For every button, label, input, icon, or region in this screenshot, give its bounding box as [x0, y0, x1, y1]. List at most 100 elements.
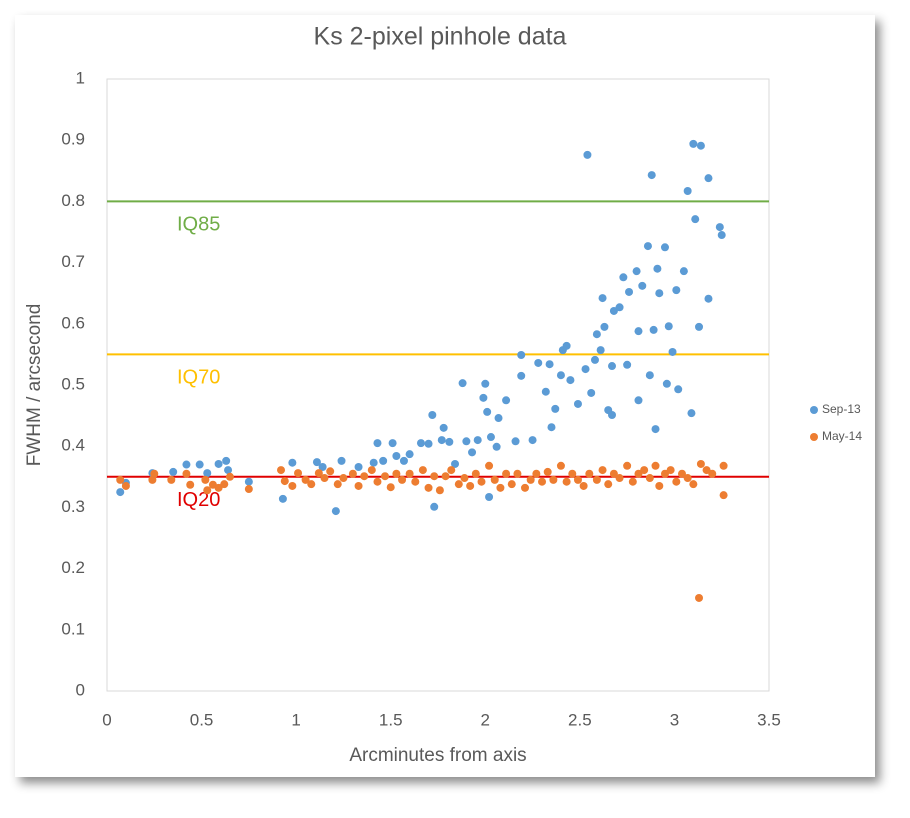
data-point — [719, 491, 728, 500]
data-point — [169, 467, 178, 476]
data-point — [454, 480, 463, 489]
data-point — [549, 475, 558, 484]
y-tick-label: 0.6 — [61, 313, 85, 332]
data-point — [587, 388, 596, 397]
data-point — [615, 474, 624, 483]
data-point — [562, 341, 571, 350]
data-point — [473, 436, 482, 445]
data-point — [664, 322, 673, 331]
data-point — [513, 469, 522, 478]
data-point — [314, 469, 323, 478]
y-tick-label: 1 — [76, 68, 85, 87]
data-point — [619, 273, 628, 282]
data-point — [683, 474, 692, 483]
y-tick-label: 0.1 — [61, 619, 85, 638]
data-point — [632, 267, 641, 276]
data-point — [307, 480, 316, 489]
data-point — [485, 461, 494, 470]
data-point — [623, 461, 632, 470]
data-point — [662, 379, 671, 388]
data-point — [186, 480, 195, 489]
data-point — [116, 488, 125, 497]
data-point — [679, 267, 688, 276]
data-point — [645, 474, 654, 483]
data-point — [439, 423, 448, 432]
data-point — [278, 494, 287, 503]
x-tick-label: 3 — [670, 710, 679, 729]
data-point — [214, 483, 223, 492]
data-point — [486, 433, 495, 442]
data-point — [339, 474, 348, 483]
data-point — [695, 322, 704, 331]
data-point — [625, 287, 634, 296]
data-point — [244, 477, 253, 486]
data-point — [182, 469, 191, 478]
data-point — [492, 442, 501, 451]
data-point — [521, 483, 530, 492]
data-point — [556, 461, 565, 470]
data-point — [150, 469, 159, 478]
data-point — [424, 439, 433, 448]
data-point — [511, 437, 520, 446]
data-point — [609, 306, 618, 315]
data-point — [203, 469, 212, 478]
data-point — [214, 459, 223, 468]
data-point — [373, 477, 382, 486]
data-point — [687, 409, 696, 418]
data-point — [534, 358, 543, 367]
data-point — [672, 477, 681, 486]
x-tick-label: 2 — [481, 710, 490, 729]
data-point — [655, 289, 664, 298]
data-point — [556, 371, 565, 380]
data-point — [354, 481, 363, 490]
data-point — [660, 469, 669, 478]
data-point — [532, 469, 541, 478]
data-point — [545, 360, 554, 369]
data-point — [392, 469, 401, 478]
data-point — [447, 466, 456, 475]
data-point — [312, 458, 321, 467]
data-point — [182, 460, 191, 469]
y-tick-label: 0.3 — [61, 497, 85, 516]
y-axis-label: FWHM / arcsecond — [24, 304, 45, 467]
data-point — [369, 458, 378, 467]
data-point — [222, 456, 231, 465]
x-tick-label: 1 — [291, 710, 300, 729]
legend-marker — [810, 433, 818, 441]
data-point — [517, 351, 526, 360]
data-point — [148, 475, 157, 484]
legend-label: May-14 — [822, 429, 862, 443]
data-point — [360, 472, 369, 481]
data-point — [301, 475, 310, 484]
chart-title: Ks 2-pixel pinhole data — [314, 23, 567, 51]
data-point — [337, 456, 346, 465]
data-point — [430, 472, 439, 481]
data-point — [592, 330, 601, 339]
data-point — [116, 475, 125, 484]
data-point — [405, 469, 414, 478]
data-point — [573, 399, 582, 408]
data-point — [668, 347, 677, 356]
x-axis-label: Arcminutes from axis — [349, 745, 526, 766]
data-point — [225, 472, 234, 481]
data-point — [708, 469, 717, 478]
x-tick-label: 1.5 — [379, 710, 403, 729]
data-point — [604, 480, 613, 489]
data-point — [367, 466, 376, 475]
data-point — [666, 466, 675, 475]
data-point — [428, 410, 437, 419]
data-point — [689, 139, 698, 148]
data-point — [717, 231, 726, 240]
legend-marker — [810, 406, 818, 414]
x-tick-label: 0.5 — [190, 710, 214, 729]
data-point — [608, 410, 617, 419]
y-tick-label: 0.4 — [61, 436, 85, 455]
x-tick-label: 0 — [102, 710, 111, 729]
data-point — [490, 475, 499, 484]
y-tick-label: 0.8 — [61, 191, 85, 210]
data-point — [581, 365, 590, 374]
data-point — [386, 483, 395, 492]
data-point — [590, 355, 599, 364]
data-point — [598, 466, 607, 475]
data-point — [695, 593, 704, 602]
